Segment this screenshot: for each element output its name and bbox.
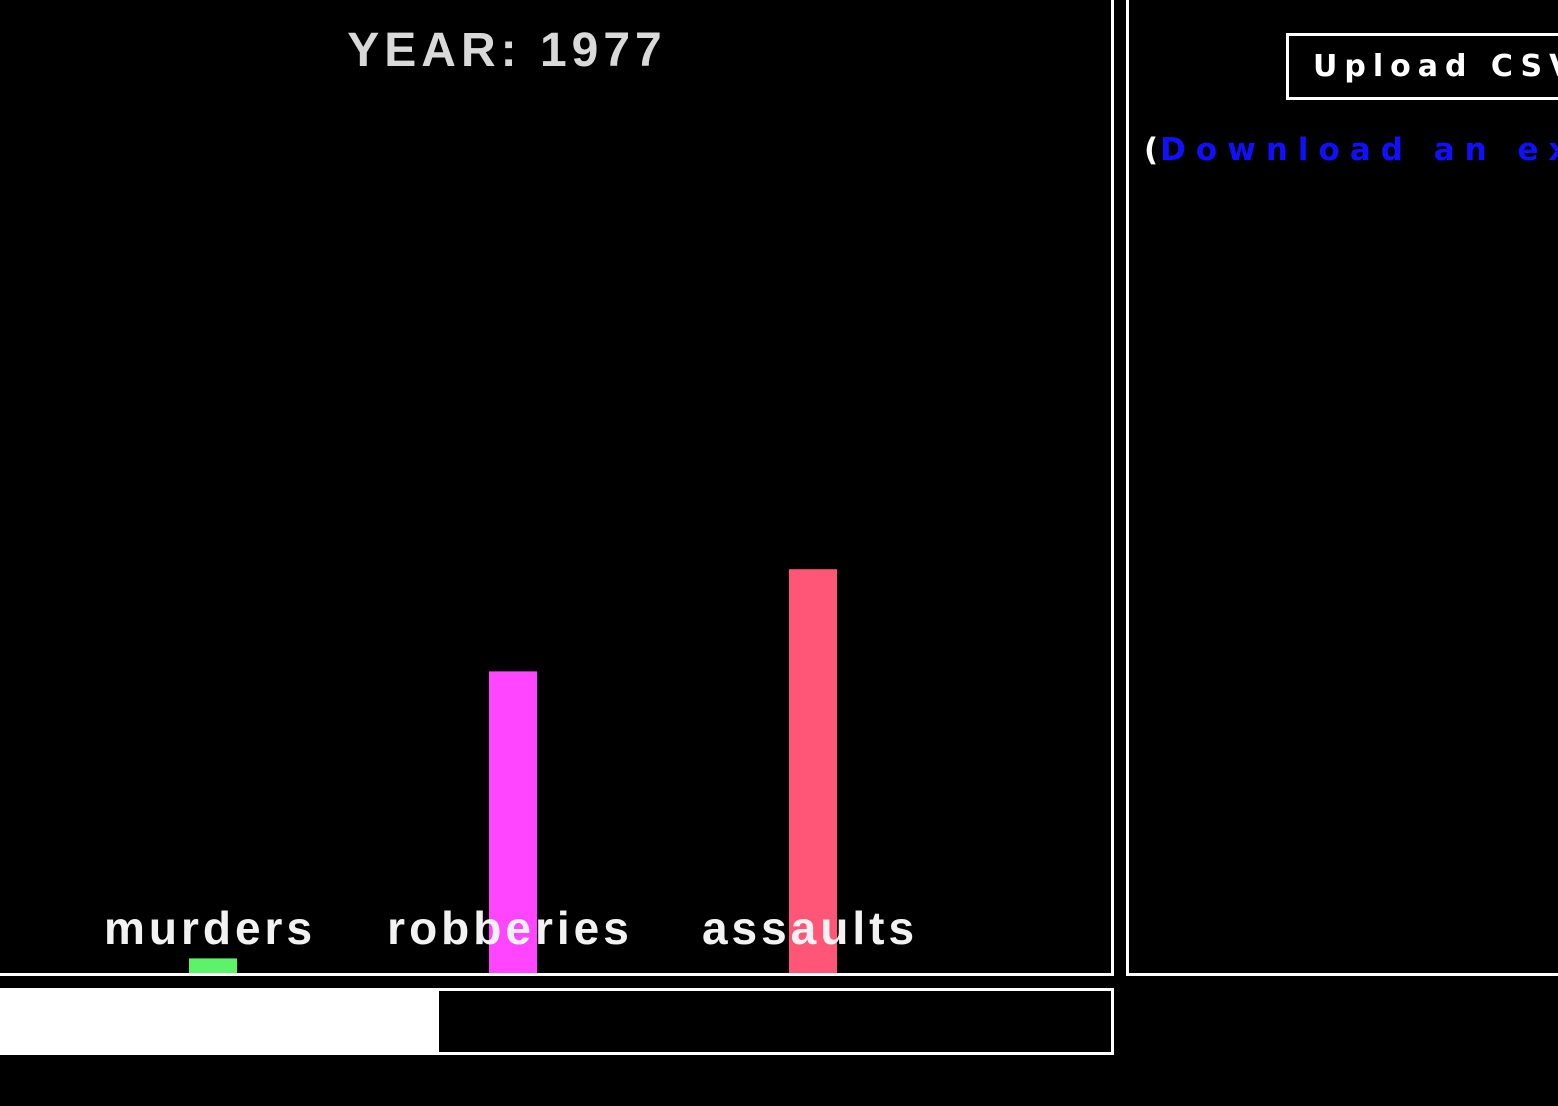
year-progress-fill [0,991,439,1052]
side-panel: Upload CSV (Download an example CSV file [1126,0,1558,976]
year-progress-bar[interactable] [0,988,1114,1055]
chart-panel: YEAR: 1977 murders robberies assaults [0,0,1114,976]
open-paren: ( [1144,132,1161,168]
category-label-assaults: assaults [702,902,918,954]
category-label-murders: murders [104,902,316,954]
year-title: YEAR: 1977 [347,24,667,77]
bar-assaults [789,569,837,973]
upload-csv-button[interactable]: Upload CSV [1286,33,1558,100]
bar-robberies [489,671,537,973]
category-label-robberies: robberies [387,902,633,954]
download-example-link[interactable]: Download an example CSV file [1160,132,1558,168]
bar-chart: murders robberies assaults [104,569,918,973]
download-example-line: (Download an example CSV file [1144,132,1558,168]
bar-murders [189,958,237,973]
